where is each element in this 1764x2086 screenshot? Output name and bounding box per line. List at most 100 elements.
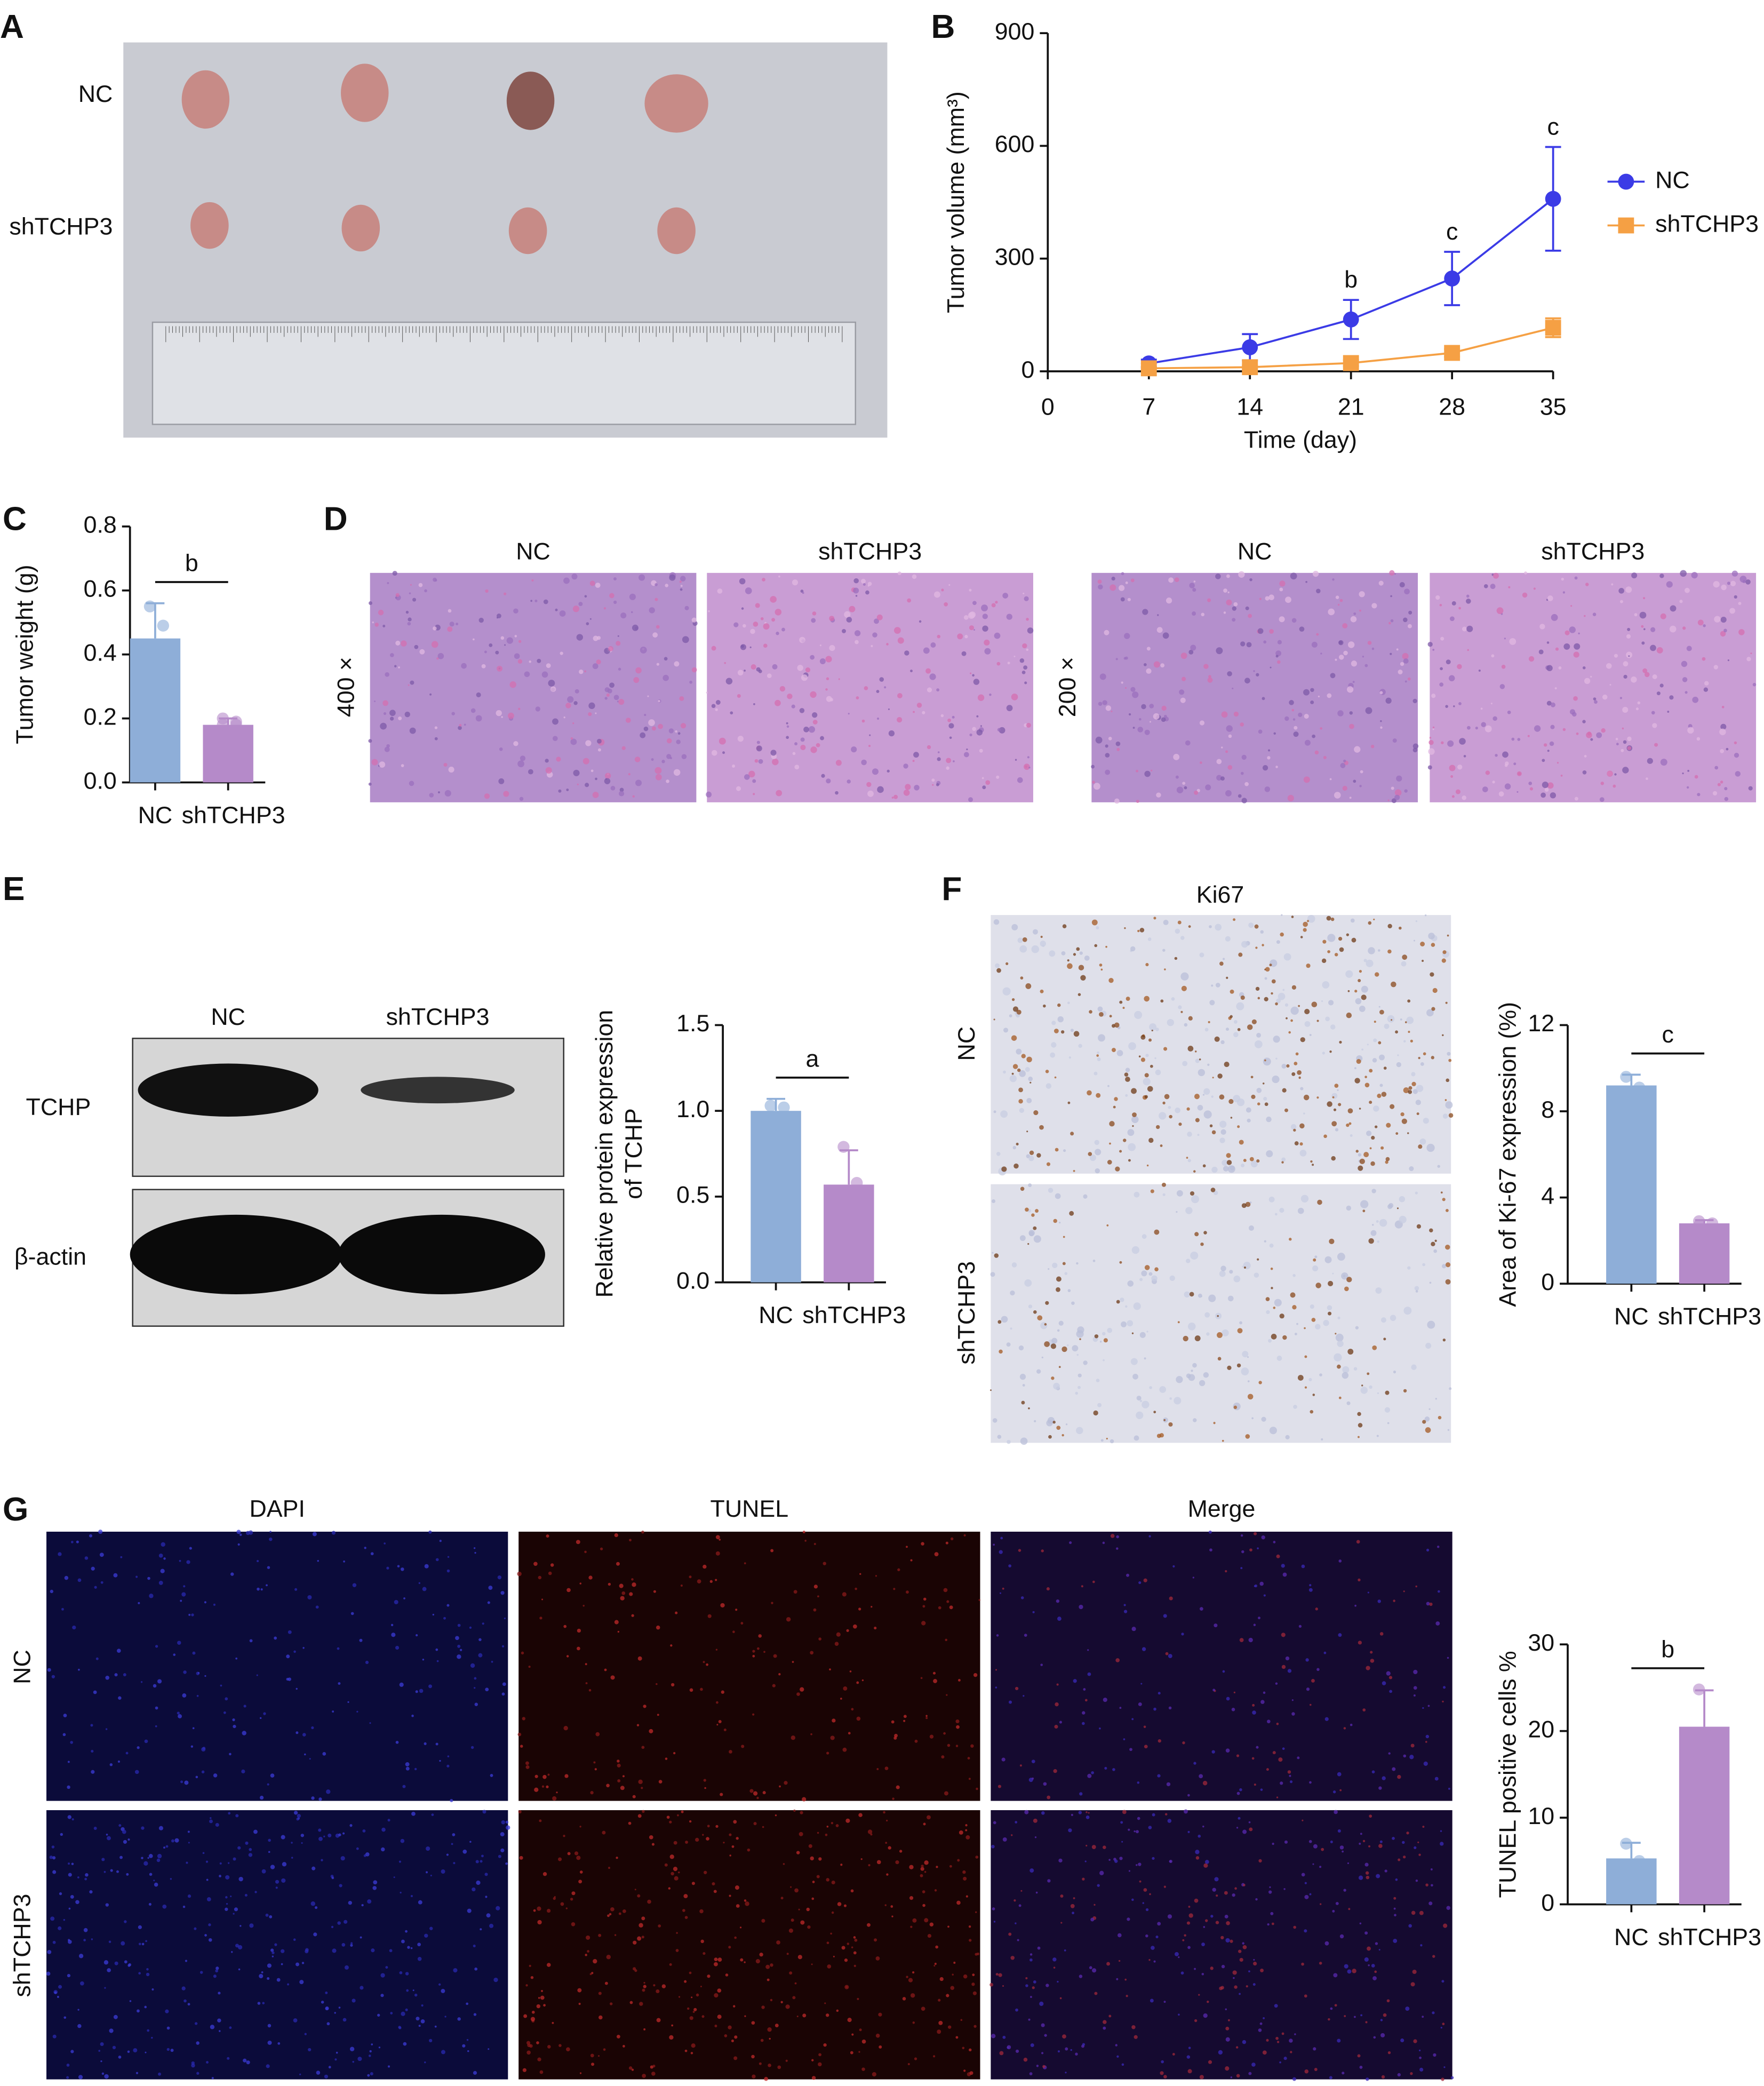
speckle xyxy=(1190,1251,1199,1260)
speckle xyxy=(1164,968,1166,970)
speckle xyxy=(1272,1075,1280,1084)
speckle xyxy=(267,1977,270,1980)
speckle xyxy=(972,674,975,677)
speckle xyxy=(1202,1825,1204,1828)
speckle xyxy=(1378,1041,1382,1045)
speckle xyxy=(689,1971,692,1974)
speckle xyxy=(1481,722,1486,727)
speckle xyxy=(776,1940,780,1945)
speckle xyxy=(1026,722,1031,728)
speckle xyxy=(1223,588,1227,593)
speckle xyxy=(606,1784,610,1788)
speckle xyxy=(1256,1746,1259,1749)
speckle xyxy=(448,609,452,613)
speckle xyxy=(1446,1906,1451,1910)
speckle xyxy=(1033,1980,1036,1984)
speckle xyxy=(1098,1034,1105,1042)
speckle xyxy=(498,1854,501,1858)
speckle xyxy=(1277,640,1282,644)
speckle xyxy=(991,1844,995,1849)
speckle xyxy=(1309,1034,1312,1037)
speckle xyxy=(649,1729,653,1733)
speckle xyxy=(1257,1102,1260,1106)
speckle xyxy=(1371,1136,1375,1140)
speckle xyxy=(658,1780,663,1784)
speckle xyxy=(775,699,781,706)
speckle xyxy=(656,2018,661,2023)
speckle xyxy=(609,2002,613,2005)
speckle xyxy=(768,2063,771,2067)
speckle xyxy=(1206,1332,1210,1336)
speckle xyxy=(1372,1058,1377,1063)
speckle xyxy=(1132,691,1139,698)
speckle xyxy=(1418,1853,1421,1856)
speckle xyxy=(162,1904,167,1909)
speckle xyxy=(1053,1966,1056,1969)
speckle xyxy=(922,1890,925,1893)
speckle xyxy=(529,660,531,663)
speckle xyxy=(243,2058,247,2063)
speckle xyxy=(475,1860,479,1864)
speckle xyxy=(89,1890,93,1894)
speckle xyxy=(812,720,818,724)
speckle xyxy=(572,606,580,612)
speckle xyxy=(1109,1015,1112,1018)
speckle xyxy=(1147,1086,1153,1092)
speckle xyxy=(401,2011,405,2016)
speckle xyxy=(713,1890,717,1893)
speckle xyxy=(609,593,614,599)
speckle xyxy=(842,1592,847,1597)
speckle xyxy=(318,1828,322,1832)
speckle xyxy=(1144,1073,1149,1078)
speckle xyxy=(1127,598,1131,601)
speckle xyxy=(407,1946,410,1949)
speckle xyxy=(1248,1637,1253,1643)
speckle xyxy=(1574,643,1581,650)
speckle xyxy=(1213,1422,1216,1424)
speckle xyxy=(1131,2025,1136,2029)
speckle xyxy=(823,1562,826,1565)
speckle xyxy=(1592,612,1597,616)
speckle xyxy=(489,643,493,647)
speckle xyxy=(596,636,601,640)
speckle xyxy=(249,1848,252,1851)
speckle xyxy=(254,1891,257,1893)
speckle xyxy=(405,1766,410,1771)
speckle xyxy=(1408,624,1412,628)
speckle xyxy=(1160,663,1165,668)
speckle xyxy=(1008,1700,1012,1704)
speckle xyxy=(1012,1064,1018,1069)
speckle xyxy=(1184,1809,1188,1814)
speckle xyxy=(642,2074,646,2078)
speckle xyxy=(1430,972,1434,977)
speckle xyxy=(1362,1708,1366,1712)
speckle xyxy=(1339,1040,1342,1044)
speckle xyxy=(1198,1834,1201,1838)
speckle xyxy=(1426,1548,1430,1552)
speckle xyxy=(1062,1262,1066,1265)
speckle xyxy=(1385,1160,1388,1164)
speckle xyxy=(1062,2034,1066,2039)
speckle xyxy=(555,608,558,611)
speckle xyxy=(893,794,898,799)
speckle xyxy=(390,2012,393,2015)
speckle xyxy=(417,1957,422,1961)
speckle xyxy=(1243,1884,1246,1886)
speckle xyxy=(1418,2049,1421,2052)
speckle xyxy=(230,1896,232,1898)
speckle xyxy=(1368,1845,1371,1848)
x-tick-label: NC xyxy=(1614,1303,1649,1330)
speckle xyxy=(753,1822,757,1826)
speckle xyxy=(1268,1339,1272,1343)
speckle xyxy=(505,1862,508,1865)
speckle xyxy=(1089,1010,1092,1014)
speckle xyxy=(1233,711,1239,717)
speckle xyxy=(1124,633,1130,639)
speckle xyxy=(1131,1898,1134,1901)
speckle xyxy=(541,1598,544,1601)
speckle xyxy=(1057,1003,1061,1007)
speckle xyxy=(1281,2032,1284,2035)
speckle xyxy=(243,1705,246,1708)
speckle xyxy=(1442,1338,1446,1342)
speckle xyxy=(1247,1024,1253,1030)
